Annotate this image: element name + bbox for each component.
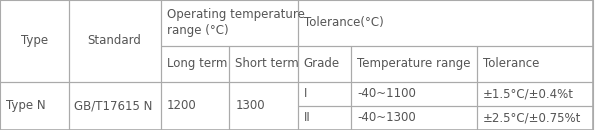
Text: -40~1300: -40~1300 [358,112,416,125]
Bar [0,0,68,82]
Text: II: II [304,112,310,125]
Text: I: I [304,87,307,100]
Text: Standard: Standard [88,34,142,47]
Text: Temperature range: Temperature range [358,57,471,70]
Text: Operating temperature
range (°C): Operating temperature range (°C) [167,8,305,37]
Text: Tolerance: Tolerance [483,57,539,70]
Bar [352,46,477,82]
Text: Short term: Short term [235,57,299,70]
Text: GB/T17615 N: GB/T17615 N [74,99,153,112]
Bar [477,82,593,106]
Bar [477,106,593,130]
Bar [229,46,298,82]
Bar [298,82,352,106]
Bar [161,82,229,130]
Bar [477,46,593,82]
Bar [161,0,298,46]
Text: Long term: Long term [167,57,227,70]
Text: Type N: Type N [6,99,45,112]
Text: ±1.5°C/±0.4%t: ±1.5°C/±0.4%t [483,87,574,100]
Bar [298,106,352,130]
Bar [68,82,161,130]
Text: -40~1100: -40~1100 [358,87,416,100]
Text: 1300: 1300 [235,99,265,112]
Bar [68,0,161,82]
Bar [229,82,298,130]
Bar [352,106,477,130]
Text: 1200: 1200 [167,99,197,112]
Text: Tolerance(°C): Tolerance(°C) [304,16,384,29]
Bar [161,46,229,82]
Bar [298,46,352,82]
Bar [298,0,593,46]
Bar [352,82,477,106]
Text: Grade: Grade [304,57,340,70]
Bar [0,82,68,130]
Text: ±2.5°C/±0.75%t: ±2.5°C/±0.75%t [483,112,581,125]
Text: Type: Type [21,34,48,47]
